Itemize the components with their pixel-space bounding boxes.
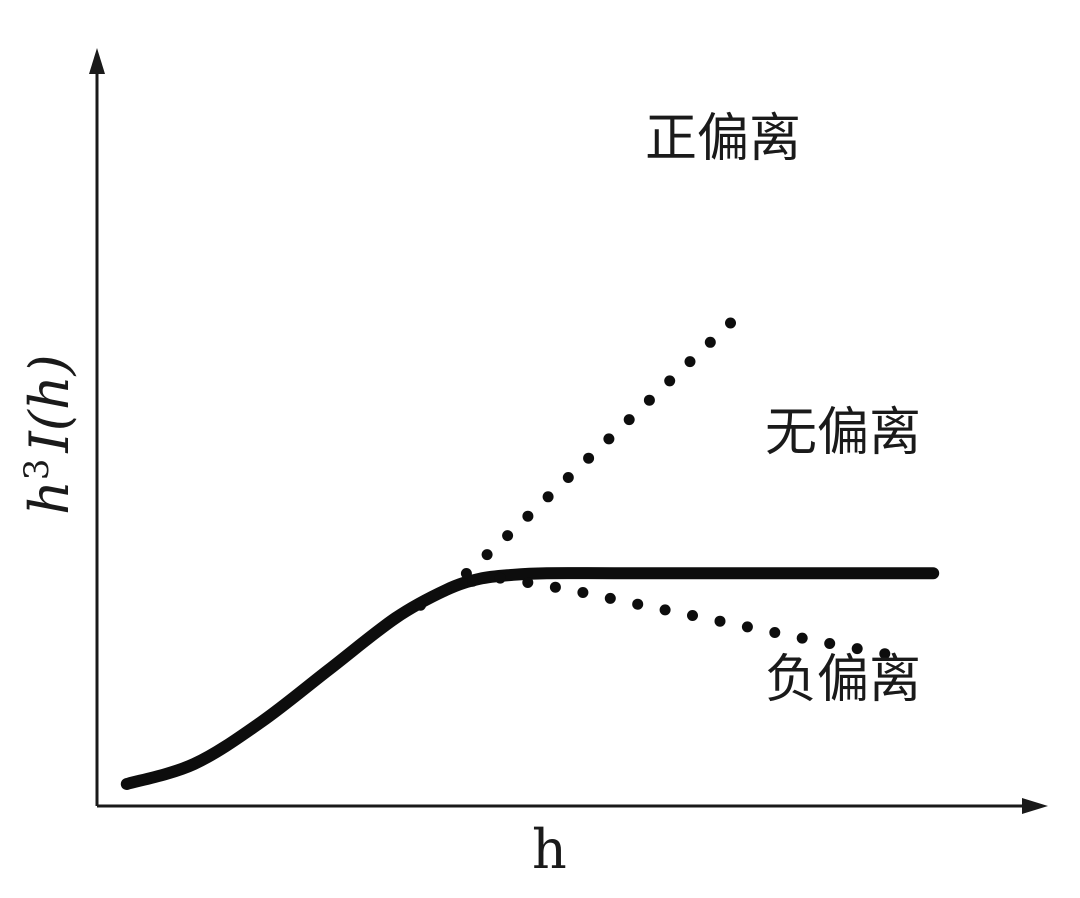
series-positive-deviation-dot [643,394,655,406]
series-layer [120,317,940,790]
series-positive-deviation-dot [522,510,534,522]
series-negative-deviation-dot [824,638,836,649]
series-negative-deviation-dot [577,587,589,598]
series-negative-deviation-dot [440,584,452,596]
label-no-deviation: 无偏离 [765,403,921,463]
series-negative-deviation-dot [467,575,479,587]
series-positive-deviation-dot [460,568,472,579]
y-label-superscript: 3 [17,459,57,481]
series-negative-deviation-dots [440,572,891,660]
series-positive-deviation-dot [542,491,554,503]
series-negative-deviation-dot [879,648,891,660]
series-negative-deviation-dot [714,615,726,627]
series-positive-deviation-dot [704,336,716,348]
series-negative-deviation-dot [687,610,698,621]
series-negative-deviation-line [446,578,908,658]
series-negative-deviation-dot [522,577,534,588]
series-positive-deviation-dot [390,612,402,624]
series-positive-deviation-dot [684,356,696,368]
series-negative-deviation-dot [632,598,644,610]
x-axis-label: h [532,818,567,881]
series-negative-deviation-dot [741,621,753,633]
series-positive-deviation-dots [390,317,736,624]
series-positive-deviation-dot [481,549,493,561]
series-positive-deviation-dot [415,599,426,611]
y-label-rest: I(h) [18,354,81,453]
y-label-base: h [18,480,81,515]
series-positive-deviation-dot [623,414,635,426]
x-axis-arrow [1022,798,1048,814]
series-negative-deviation-dot [659,604,671,616]
y-axis-arrow [89,48,105,74]
series-negative-deviation-dot [549,581,561,593]
series-negative-deviation-dot [769,627,781,638]
series-positive-deviation-dot [562,472,574,483]
y-axis-label: h3 I(h) [17,354,81,515]
series-negative-deviation-dot [604,592,616,604]
series-negative-deviation-dot [796,632,808,644]
series-positive-deviation-dot [725,317,736,329]
label-positive-deviation: 正偏离 [645,109,801,169]
series-negative-deviation-dot [851,643,863,655]
label-negative-deviation: 负偏离 [765,650,921,710]
series-negative-deviation-dot [494,572,506,584]
series-positive-deviation-dot [664,375,676,387]
series-positive-deviation-dot [502,530,514,542]
series-positive-deviation-dot [603,433,615,445]
series-positive-deviation-dot [583,452,595,464]
